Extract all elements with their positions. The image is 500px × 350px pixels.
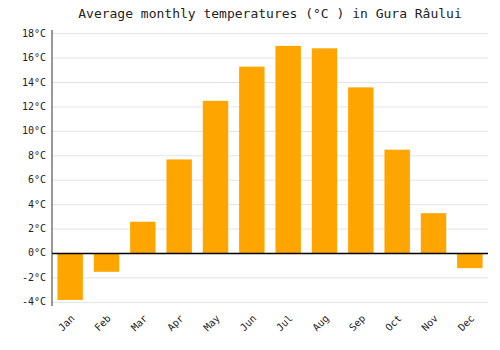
grid-line	[52, 82, 488, 83]
bar	[166, 159, 191, 253]
bar	[457, 253, 482, 268]
x-tick-label: Dec	[456, 313, 477, 334]
chart-svg: -4°C -2°C 0°C 2°C 4°C 6°C 8°C 10°C 12°C 14°C 16°C 1…	[0, 0, 500, 350]
grid-line	[52, 155, 488, 156]
bar	[312, 48, 337, 253]
y-tick-label: 16°C	[22, 52, 46, 63]
chart-container: -4°C -2°C 0°C 2°C 4°C 6°C 8°C 10°C 12°C 14°C 16°C 1…	[0, 0, 500, 350]
grid-line	[52, 302, 488, 303]
x-tick-label: Feb	[92, 313, 113, 334]
y-tick-label: 2°C	[28, 223, 46, 234]
bar	[384, 150, 409, 254]
grid-line	[52, 253, 488, 254]
x-tick-label: May	[201, 313, 222, 334]
bar	[57, 253, 82, 299]
x-tick-label: Nov	[419, 313, 440, 334]
y-tick-label: 0°C	[28, 247, 46, 258]
bar	[130, 222, 155, 254]
bar	[348, 87, 373, 253]
y-tick-label: 10°C	[22, 125, 46, 136]
grid-line	[52, 106, 488, 107]
bar	[421, 213, 446, 253]
bar	[203, 101, 228, 254]
x-tick-label: Oct	[383, 313, 404, 334]
x-tick-label: Jan	[56, 313, 77, 334]
y-axis-line	[52, 30, 53, 306]
y-tick-label: 8°C	[28, 150, 46, 161]
x-tick-label: Apr	[165, 313, 186, 334]
x-tick-label: Aug	[310, 313, 331, 334]
grid-line	[52, 58, 488, 59]
page: {"chart_data": {"type": "bar", "title": …	[0, 0, 500, 350]
bars	[57, 46, 482, 300]
grid-line	[52, 277, 488, 278]
y-grid	[52, 34, 488, 303]
y-tick-label: -2°C	[22, 272, 46, 283]
y-tick-label: -4°C	[22, 296, 46, 307]
x-tick-label: Jun	[238, 313, 259, 334]
x-tick-label: Jul	[274, 313, 295, 334]
bar	[275, 46, 300, 254]
bar	[239, 67, 264, 254]
grid-line	[52, 33, 488, 34]
x-tick-labels: Jan Feb Mar Apr May Jun Jul Aug Sep Oct Nov Dec	[56, 313, 476, 334]
y-tick-label: 4°C	[28, 199, 46, 210]
x-tick-label: Mar	[129, 313, 150, 334]
grid-line	[52, 131, 488, 132]
y-tick-label: 14°C	[22, 77, 46, 88]
grid-line	[52, 180, 488, 181]
y-tick-label: 12°C	[22, 101, 46, 112]
y-tick-label: 18°C	[22, 28, 46, 39]
grid-line	[52, 204, 488, 205]
y-tick-label: 6°C	[28, 174, 46, 185]
y-tick-labels: -4°C -2°C 0°C 2°C 4°C 6°C 8°C 10°C 12°C 14°C 16°C 1…	[22, 28, 46, 308]
chart-title: Average monthly temperatures (°C ) in Gu…	[78, 6, 462, 21]
bar	[94, 253, 119, 271]
zero-line	[52, 253, 488, 255]
x-tick-label: Sep	[347, 313, 368, 334]
